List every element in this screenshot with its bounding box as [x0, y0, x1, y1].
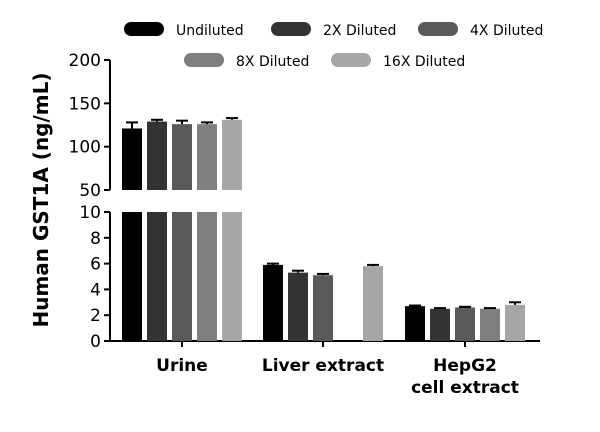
- legend-swatch: [124, 22, 164, 36]
- bar: [313, 275, 333, 341]
- bar-segment-upper: [172, 124, 192, 190]
- bar-segment-lower: [197, 212, 217, 341]
- bar: [430, 308, 450, 341]
- bar: [505, 304, 525, 341]
- bar-segment-upper: [222, 119, 242, 190]
- category-label: Urine: [156, 356, 208, 376]
- category-label: cell extract: [411, 378, 519, 398]
- category-label: HepG2: [433, 356, 497, 376]
- bar: [455, 307, 475, 341]
- legend-label: Undiluted: [176, 23, 244, 39]
- bar: [405, 306, 425, 341]
- legend-swatch: [418, 22, 458, 36]
- legend-label: 4X Diluted: [470, 23, 543, 39]
- bar: [288, 272, 308, 341]
- bar: [363, 266, 383, 341]
- bar-segment-upper: [147, 121, 167, 190]
- legend-label: 2X Diluted: [323, 23, 396, 39]
- legend-swatch: [331, 53, 371, 67]
- bar-segment-upper: [122, 128, 142, 190]
- y-tick-label: 100: [69, 138, 101, 158]
- y-tick-label: 10: [79, 203, 101, 223]
- legend-label: 8X Diluted: [236, 54, 309, 70]
- y-tick-label: 2: [90, 306, 101, 326]
- legend-swatch: [184, 53, 224, 67]
- bar: [263, 264, 283, 341]
- y-tick-label: 0: [90, 332, 101, 352]
- y-axis-title: Human GST1A (ng/mL): [29, 72, 53, 327]
- bar-segment-lower: [222, 212, 242, 341]
- category-label: Liver extract: [262, 356, 384, 376]
- y-tick-label: 150: [69, 94, 101, 114]
- y-tick-label: 8: [90, 229, 101, 249]
- y-tick-label: 50: [79, 181, 101, 201]
- y-tick-label: 200: [69, 51, 101, 71]
- legend-label: 16X Diluted: [383, 54, 465, 70]
- bar-segment-lower: [172, 212, 192, 341]
- bar: [480, 308, 500, 341]
- y-tick-label: 6: [90, 255, 101, 275]
- bar-segment-lower: [122, 212, 142, 341]
- legend-swatch: [271, 22, 311, 36]
- bar-segment-upper: [197, 124, 217, 190]
- bar-segment-lower: [147, 212, 167, 341]
- axis-break-gap: [102, 191, 402, 211]
- y-tick-label: 4: [90, 280, 101, 300]
